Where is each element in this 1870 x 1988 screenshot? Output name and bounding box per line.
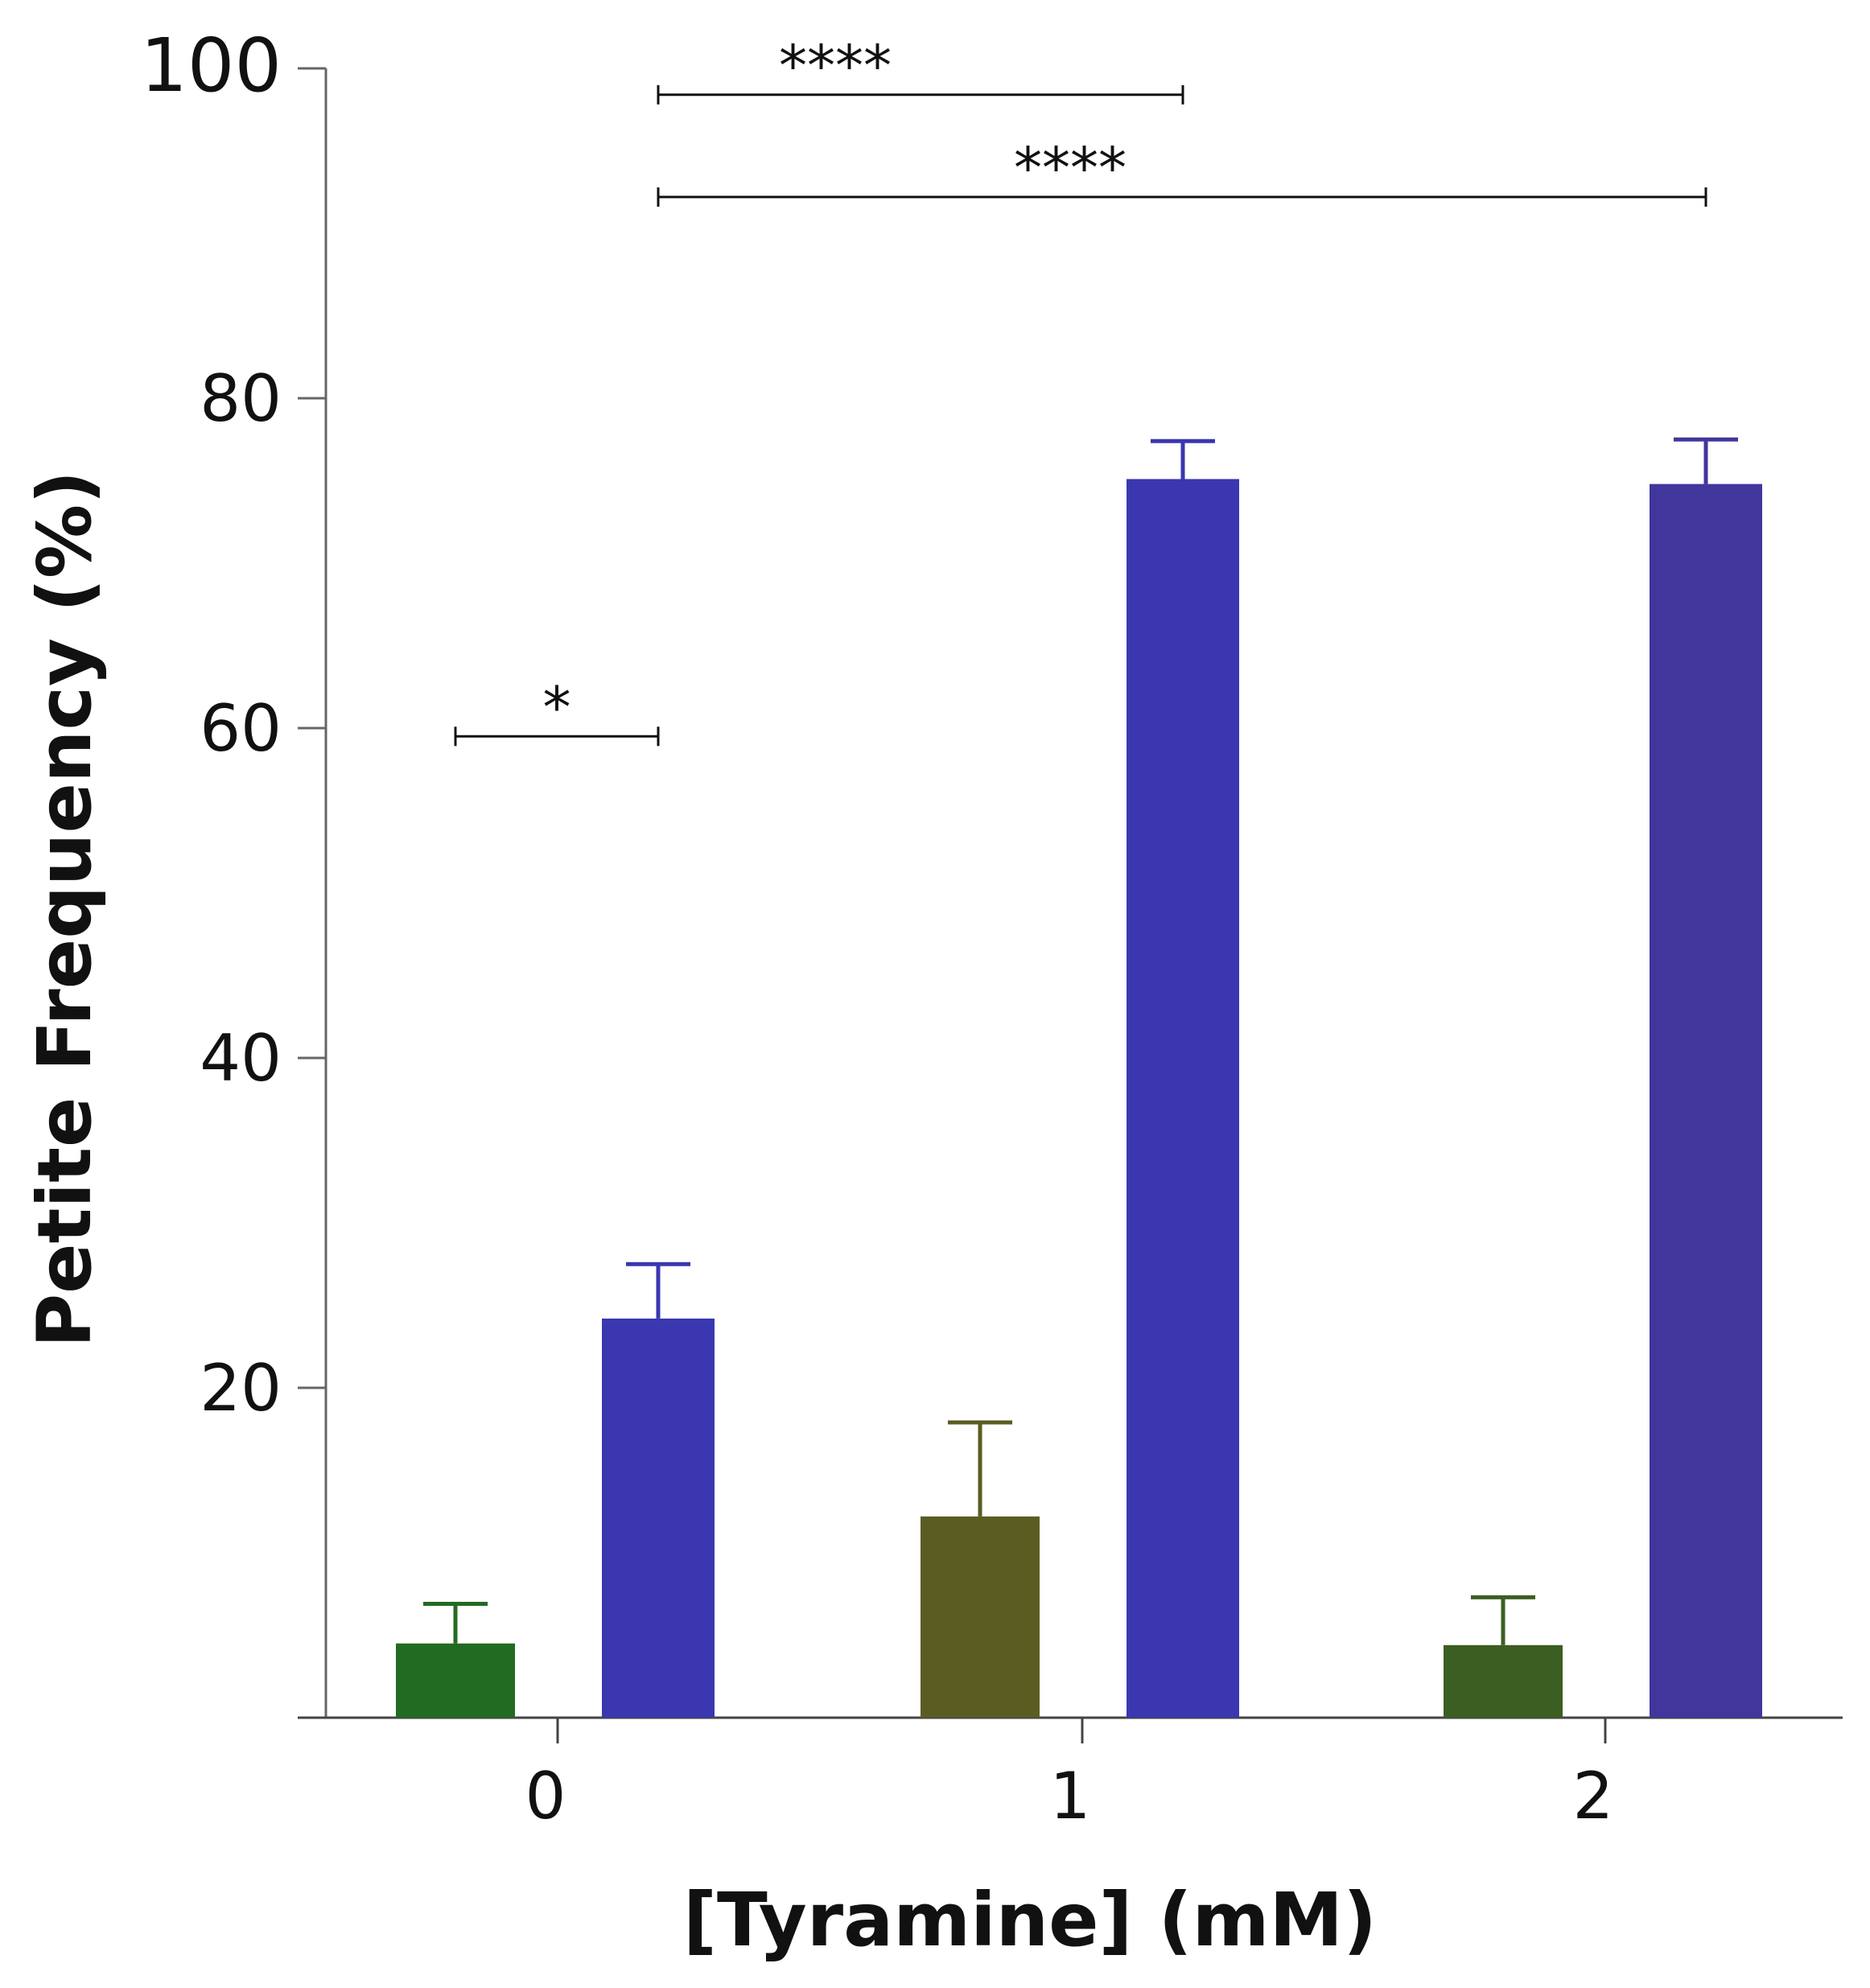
bars: [396, 437, 1762, 1718]
significance-label: ****: [1014, 135, 1127, 201]
x-tick-label: 1: [1050, 1759, 1091, 1834]
significance-label: ****: [779, 33, 892, 99]
x-axis-ticks: 0 1 2: [525, 1718, 1614, 1834]
x-tick-label: 0: [525, 1759, 566, 1834]
y-axis-ticks: 20 40 60 80 100: [140, 23, 326, 1426]
y-tick-label: 80: [200, 361, 282, 436]
bar-2-0: [602, 1318, 715, 1718]
y-tick-label: 60: [200, 691, 282, 766]
significance-label: *: [543, 674, 571, 740]
y-axis-title: Petite Frequency (%): [22, 471, 108, 1348]
y-tick-label: 40: [200, 1021, 282, 1096]
bar-2-2: [1650, 484, 1762, 1718]
bar-1-0: [396, 1643, 515, 1718]
bar-1-2: [1444, 1644, 1563, 1718]
x-tick-label: 2: [1573, 1759, 1614, 1834]
y-tick-label: 100: [140, 23, 282, 109]
bar-1-1: [921, 1516, 1040, 1718]
significance-brackets: *********: [454, 33, 1707, 747]
y-tick-label: 20: [200, 1351, 282, 1426]
bar-2-1: [1127, 479, 1239, 1718]
x-axis-title: [Tyramine] (mM): [683, 1877, 1377, 1963]
